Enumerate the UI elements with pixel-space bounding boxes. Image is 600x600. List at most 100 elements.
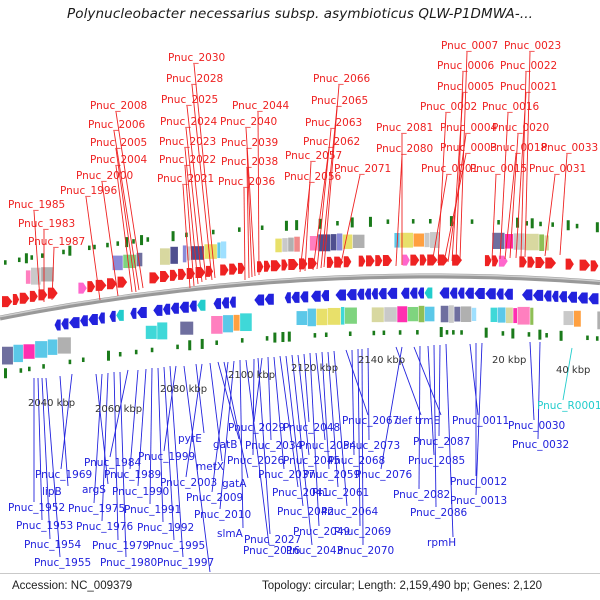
- reverse-gene-label[interactable]: Pnuc_2067: [342, 415, 400, 427]
- forward-gene-label[interactable]: Pnuc_2056: [284, 171, 342, 183]
- reverse-gene-label[interactable]: slmA: [217, 528, 243, 540]
- forward-gene-label[interactable]: Pnuc_1996: [60, 185, 118, 197]
- forward-gene-label[interactable]: Pnuc_2022: [159, 154, 217, 166]
- forward-gene-label[interactable]: Pnuc_2063: [305, 117, 363, 129]
- forward-gene-label[interactable]: Pnuc_0016: [482, 101, 540, 113]
- reverse-gene-label[interactable]: Pnuc_2041: [272, 487, 330, 499]
- forward-gene-label[interactable]: Pnuc_1983: [18, 218, 76, 230]
- reverse-gene-label[interactable]: Pnuc_2082: [393, 489, 451, 501]
- forward-gene-label[interactable]: Pnuc_2000: [76, 170, 134, 182]
- reverse-gene-label[interactable]: def: [395, 415, 412, 427]
- forward-gene-label[interactable]: Pnuc_2038: [221, 156, 279, 168]
- reverse-gene-label[interactable]: metX: [196, 461, 224, 473]
- reverse-gene-label[interactable]: Pnuc_2070: [337, 545, 395, 557]
- reverse-gene-label[interactable]: Pnuc_2029: [228, 422, 286, 434]
- reverse-gene-label[interactable]: lipB: [42, 486, 62, 498]
- forward-gene-label[interactable]: Pnuc_1985: [8, 199, 66, 211]
- reverse-gene-label[interactable]: Pnuc_0012: [450, 476, 508, 488]
- forward-gene-label[interactable]: Pnuc_0001: [421, 163, 479, 175]
- reverse-gene-label[interactable]: Pnuc_1992: [137, 522, 195, 534]
- forward-gene-label[interactable]: Pnuc_0018: [490, 142, 548, 154]
- reverse-gene-label[interactable]: Pnuc_1954: [24, 539, 82, 551]
- reverse-gene-label[interactable]: Pnuc_0032: [512, 439, 570, 451]
- forward-gene-label[interactable]: Pnuc_2006: [88, 119, 146, 131]
- reverse-gene-label[interactable]: Pnuc_1990: [112, 486, 170, 498]
- forward-gene-label[interactable]: Pnuc_2008: [90, 100, 148, 112]
- forward-gene-label[interactable]: Pnuc_0006: [437, 60, 495, 72]
- reverse-gene-label[interactable]: Pnuc_2069: [334, 526, 392, 538]
- forward-gene-label[interactable]: Pnuc_0033: [541, 142, 599, 154]
- forward-gene-label[interactable]: Pnuc_0002: [420, 101, 478, 113]
- reverse-gene-label[interactable]: Pnuc_2059: [303, 469, 361, 481]
- rna-gene-label[interactable]: Pnuc_R0001: [537, 400, 600, 412]
- reverse-gene-label[interactable]: gatA: [222, 478, 247, 490]
- reverse-gene-label[interactable]: Pnuc_2009: [186, 492, 244, 504]
- reverse-gene-label[interactable]: Pnuc_0013: [450, 495, 508, 507]
- forward-gene-label[interactable]: Pnuc_0003: [440, 142, 498, 154]
- forward-gene-label[interactable]: Pnuc_0004: [440, 122, 498, 134]
- forward-gene-label[interactable]: Pnuc_0005: [437, 81, 495, 93]
- forward-gene-label[interactable]: Pnuc_2025: [161, 94, 219, 106]
- forward-gene-label[interactable]: Pnuc_0023: [504, 40, 562, 52]
- reverse-gene-label[interactable]: Pnuc_2026: [227, 455, 285, 467]
- forward-gene-label[interactable]: Pnuc_2040: [220, 116, 278, 128]
- reverse-gene-label[interactable]: Pnuc_2016: [243, 545, 301, 557]
- reverse-gene-label[interactable]: pyrE: [178, 433, 202, 445]
- forward-gene-label[interactable]: Pnuc_0007: [441, 40, 499, 52]
- reverse-gene-label[interactable]: trmE: [415, 415, 441, 427]
- forward-gene-label[interactable]: Pnuc_1987: [28, 236, 86, 248]
- reverse-gene-label[interactable]: Pnuc_2061: [312, 487, 370, 499]
- reverse-gene-label[interactable]: Pnuc_2085: [408, 455, 466, 467]
- reverse-gene-label[interactable]: Pnuc_2034: [245, 440, 303, 452]
- forward-gene-label[interactable]: Pnuc_2080: [376, 143, 434, 155]
- reverse-gene-label[interactable]: Pnuc_1997: [157, 557, 215, 569]
- reverse-gene-label[interactable]: Pnuc_1969: [35, 469, 93, 481]
- forward-gene-label[interactable]: Pnuc_2065: [311, 95, 369, 107]
- forward-gene-label[interactable]: Pnuc_2039: [221, 137, 279, 149]
- forward-gene-label[interactable]: Pnuc_2057: [285, 150, 343, 162]
- reverse-gene-label[interactable]: Pnuc_2086: [410, 507, 468, 519]
- reverse-gene-label[interactable]: Pnuc_2042: [277, 506, 335, 518]
- reverse-gene-label[interactable]: Pnuc_1975: [68, 503, 126, 515]
- reverse-gene-label[interactable]: Pnuc_2045: [283, 455, 341, 467]
- forward-gene-label[interactable]: Pnuc_2044: [232, 100, 290, 112]
- forward-gene-label[interactable]: Pnuc_2081: [376, 122, 434, 134]
- forward-gene-label[interactable]: Pnuc_2030: [168, 52, 226, 64]
- forward-gene-label[interactable]: Pnuc_2066: [313, 73, 371, 85]
- forward-gene-label[interactable]: Pnuc_0015: [470, 163, 528, 175]
- reverse-gene-label[interactable]: Pnuc_2068: [328, 455, 386, 467]
- reverse-gene-label[interactable]: Pnuc_2054: [299, 440, 357, 452]
- reverse-gene-label[interactable]: Pnuc_0011: [452, 415, 510, 427]
- reverse-gene-label[interactable]: Pnuc_2010: [194, 509, 252, 521]
- forward-gene-label[interactable]: Pnuc_2023: [159, 136, 217, 148]
- reverse-gene-label[interactable]: Pnuc_1976: [76, 521, 134, 533]
- reverse-gene-label[interactable]: Pnuc_1955: [34, 557, 92, 569]
- reverse-gene-label[interactable]: Pnuc_1984: [84, 457, 142, 469]
- reverse-gene-label[interactable]: Pnuc_1979: [92, 540, 150, 552]
- forward-gene-label[interactable]: Pnuc_0022: [500, 60, 558, 72]
- reverse-gene-label[interactable]: Pnuc_2064: [321, 506, 379, 518]
- reverse-gene-label[interactable]: Pnuc_2073: [343, 440, 401, 452]
- reverse-gene-label[interactable]: Pnuc_0030: [508, 420, 566, 432]
- reverse-gene-label[interactable]: Pnuc_2003: [160, 477, 218, 489]
- reverse-gene-label[interactable]: Pnuc_1953: [16, 520, 74, 532]
- reverse-gene-label[interactable]: Pnuc_2027: [244, 534, 302, 546]
- forward-gene-label[interactable]: Pnuc_2028: [166, 73, 224, 85]
- forward-gene-label[interactable]: Pnuc_2004: [90, 154, 148, 166]
- reverse-gene-label[interactable]: Pnuc_2076: [355, 469, 413, 481]
- reverse-gene-label[interactable]: Pnuc_1991: [124, 504, 182, 516]
- reverse-gene-label[interactable]: Pnuc_2049: [293, 526, 351, 538]
- forward-gene-label[interactable]: Pnuc_2062: [303, 136, 361, 148]
- reverse-gene-label[interactable]: Pnuc_1995: [148, 540, 206, 552]
- reverse-gene-label[interactable]: gatB: [213, 439, 238, 451]
- reverse-gene-label[interactable]: Pnuc_2043: [286, 545, 344, 557]
- reverse-gene-label[interactable]: Pnuc_1980: [100, 557, 158, 569]
- forward-gene-label[interactable]: Pnuc_0020: [492, 122, 550, 134]
- reverse-gene-label[interactable]: Pnuc_1989: [104, 469, 162, 481]
- reverse-gene-label[interactable]: argS: [82, 484, 106, 496]
- forward-gene-label[interactable]: Pnuc_2005: [90, 137, 148, 149]
- forward-gene-label[interactable]: Pnuc_0031: [529, 163, 587, 175]
- forward-gene-label[interactable]: Pnuc_2071: [334, 163, 392, 175]
- reverse-gene-label[interactable]: rpmH: [427, 537, 457, 549]
- reverse-gene-label[interactable]: Pnuc_1999: [138, 451, 196, 463]
